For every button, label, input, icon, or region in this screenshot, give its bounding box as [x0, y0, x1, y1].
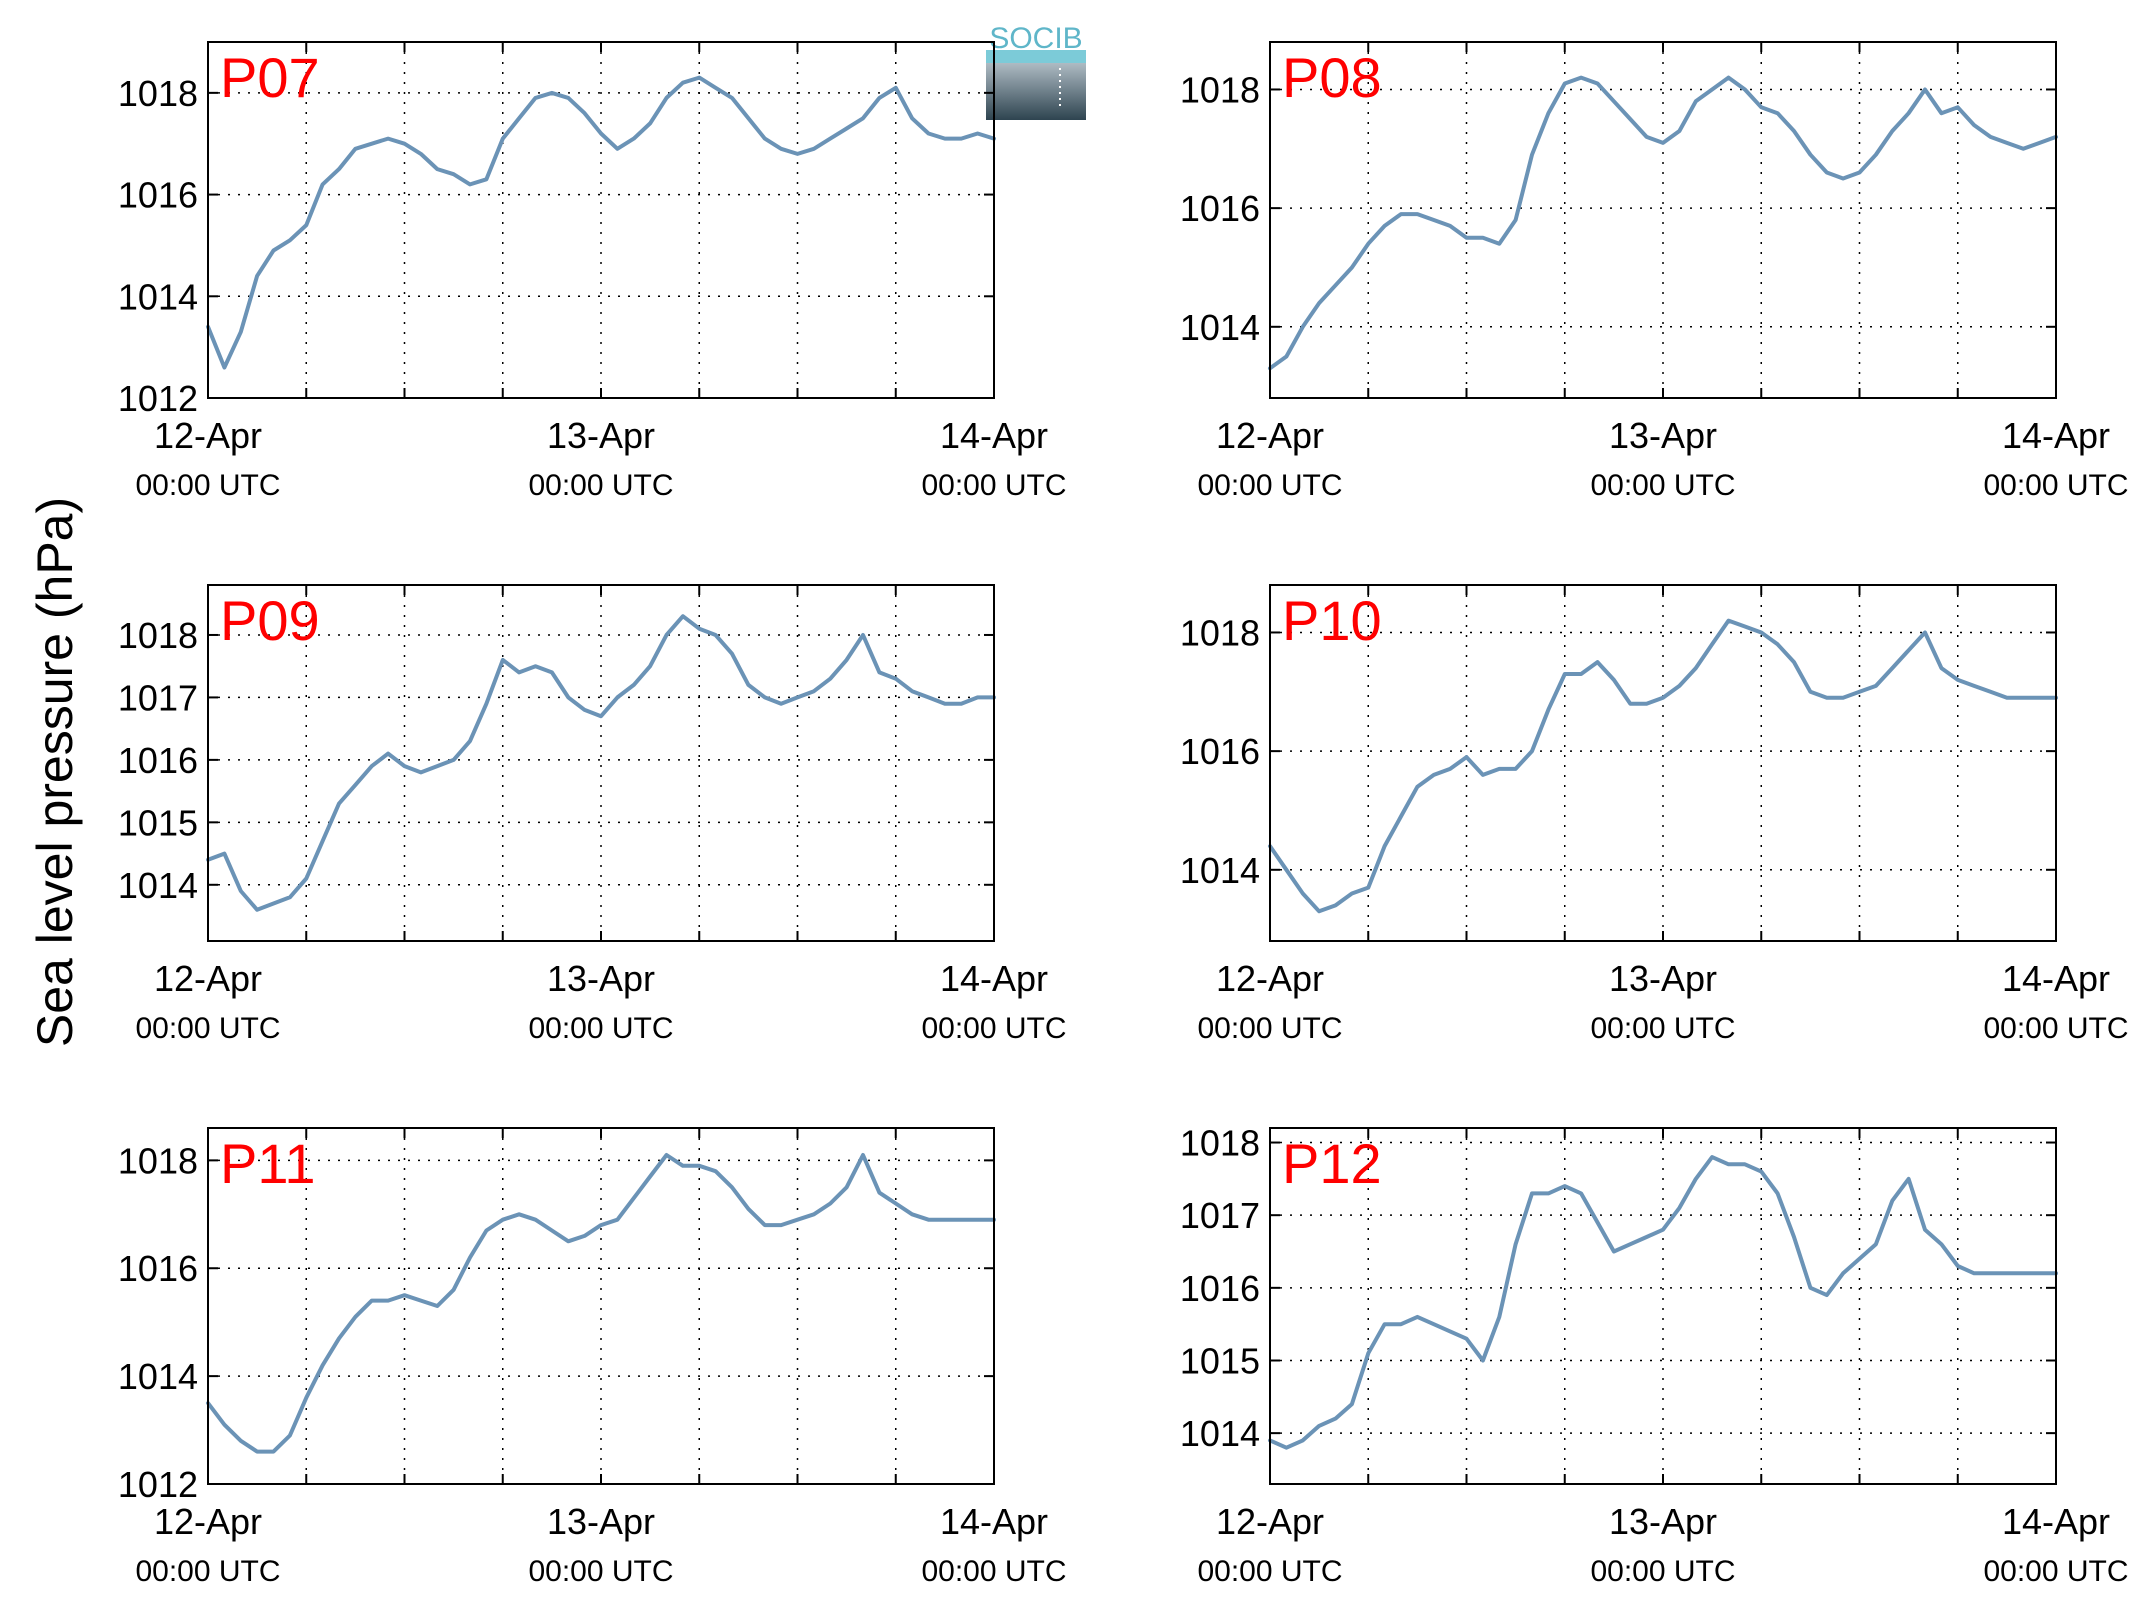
x-tick-label-time: 00:00 UTC [135, 1012, 280, 1045]
panel-p08: 1014 1016 1018 12-Apr 00:00 UTC 13-Apr 00:00 U… [1180, 41, 2129, 502]
y-axis-label: Sea level pressure (hPa) [27, 497, 83, 1047]
axes-frame [207, 584, 995, 942]
y-tick-label: 1014 [1180, 307, 1260, 348]
x-tick-label-time: 00:00 UTC [1590, 1012, 1735, 1045]
x-tick-label-time: 00:00 UTC [1983, 1012, 2128, 1045]
panel-label: P11 [220, 1132, 315, 1195]
y-tick-label: 1018 [1180, 612, 1260, 653]
x-tick-label-day: 12-Apr [154, 958, 262, 999]
y-tick-label: 1014 [118, 865, 198, 906]
x-tick-label-time: 00:00 UTC [921, 469, 1066, 502]
series-line-p07 [206, 75, 996, 370]
panel-p11: 1012 1014 1016 1018 12-Apr 00:00 UTC 13-Apr 00:… [118, 1127, 1067, 1588]
x-tick-label-time: 00:00 UTC [528, 469, 673, 502]
series-line-p11 [206, 1153, 996, 1454]
axes-frame [1269, 1127, 2057, 1485]
x-tick-label-day: 13-Apr [1609, 1501, 1717, 1542]
axes-frame [207, 1127, 995, 1485]
series-line-p12 [1268, 1155, 2058, 1450]
y-tick-label: 1018 [1180, 1123, 1260, 1164]
y-tick-label: 1018 [118, 73, 198, 114]
series-line-p10 [1268, 618, 2058, 914]
y-tick-label: 1018 [1180, 69, 1260, 110]
y-tick-label: 1016 [1180, 731, 1260, 772]
y-tick-label: 1014 [118, 1356, 198, 1397]
x-tick-label-day: 12-Apr [154, 1501, 262, 1542]
x-tick-label-time: 00:00 UTC [528, 1012, 673, 1045]
x-tick-label-day: 14-Apr [2002, 958, 2110, 999]
y-tick-label: 1018 [118, 1140, 198, 1181]
x-tick-label-time: 00:00 UTC [1590, 469, 1735, 502]
panel-label: P12 [1282, 1132, 1382, 1195]
x-tick-label-day: 13-Apr [547, 958, 655, 999]
axes-frame [1269, 41, 2057, 399]
y-tick-label: 1015 [1180, 1340, 1260, 1381]
x-tick-label-time: 00:00 UTC [1983, 469, 2128, 502]
series-line-p09 [206, 614, 996, 912]
x-tick-label-time: 00:00 UTC [921, 1555, 1066, 1588]
x-tick-label-day: 14-Apr [940, 1501, 1048, 1542]
x-tick-label-time: 00:00 UTC [1197, 1012, 1342, 1045]
panel-p09: 1014 1015 1016 1017 1018 12-Apr 00:00 UTC 13-Ap… [118, 584, 1067, 1045]
panel-label: P10 [1282, 589, 1382, 652]
series-line-p08 [1268, 75, 2058, 371]
logo-band [986, 50, 1086, 63]
x-tick-label-day: 12-Apr [154, 415, 262, 456]
y-tick-label: 1017 [118, 677, 198, 718]
x-tick-label-day: 12-Apr [1216, 415, 1324, 456]
axes-frame [1269, 584, 2057, 942]
panel-p12: 1014 1015 1016 1017 1018 12-Apr 00:00 UTC 13-Ap… [1180, 1123, 2129, 1588]
y-tick-label: 1018 [118, 615, 198, 656]
panel-label: P08 [1282, 46, 1382, 109]
y-tick-label: 1015 [118, 802, 198, 843]
x-tick-label-time: 00:00 UTC [1197, 469, 1342, 502]
panel-label: P09 [220, 589, 320, 652]
y-tick-label: 1016 [118, 175, 198, 216]
y-tick-label: 1016 [1180, 1268, 1260, 1309]
y-tick-label: 1016 [118, 1248, 198, 1289]
axes-frame [207, 41, 995, 399]
y-tick-label: 1017 [1180, 1195, 1260, 1236]
socib-logo: SOCIB [986, 22, 1086, 120]
x-tick-label-time: 00:00 UTC [1983, 1555, 2128, 1588]
y-tick-label: 1014 [1180, 850, 1260, 891]
y-tick-label: 1012 [118, 1464, 198, 1505]
x-tick-label-time: 00:00 UTC [1197, 1555, 1342, 1588]
panel-label: P07 [220, 46, 320, 109]
logo-block [986, 63, 1086, 120]
y-tick-label: 1014 [1180, 1413, 1260, 1454]
x-tick-label-time: 00:00 UTC [135, 469, 280, 502]
x-tick-label-day: 14-Apr [2002, 1501, 2110, 1542]
x-tick-label-day: 14-Apr [940, 958, 1048, 999]
x-tick-label-day: 12-Apr [1216, 958, 1324, 999]
x-tick-label-day: 14-Apr [940, 415, 1048, 456]
x-tick-label-time: 00:00 UTC [1590, 1555, 1735, 1588]
x-tick-label-day: 13-Apr [547, 415, 655, 456]
x-tick-label-time: 00:00 UTC [528, 1555, 673, 1588]
panel-p10: 1014 1016 1018 12-Apr 00:00 UTC 13-Apr 00:00 U… [1180, 584, 2129, 1045]
x-tick-label-time: 00:00 UTC [135, 1555, 280, 1588]
y-tick-label: 1014 [118, 276, 198, 317]
x-tick-label-day: 13-Apr [1609, 415, 1717, 456]
x-tick-label-time: 00:00 UTC [921, 1012, 1066, 1045]
x-tick-label-day: 13-Apr [547, 1501, 655, 1542]
x-tick-label-day: 14-Apr [2002, 415, 2110, 456]
socib-logo-text: SOCIB [989, 22, 1082, 55]
panel-p07: 1012 1014 1016 1018 12-Apr 00:00 UTC 13-Apr 00:… [118, 41, 1067, 502]
x-tick-label-day: 12-Apr [1216, 1501, 1324, 1542]
y-tick-label: 1016 [118, 740, 198, 781]
x-tick-label-day: 13-Apr [1609, 958, 1717, 999]
y-tick-label: 1016 [1180, 188, 1260, 229]
y-tick-label: 1012 [118, 378, 198, 419]
